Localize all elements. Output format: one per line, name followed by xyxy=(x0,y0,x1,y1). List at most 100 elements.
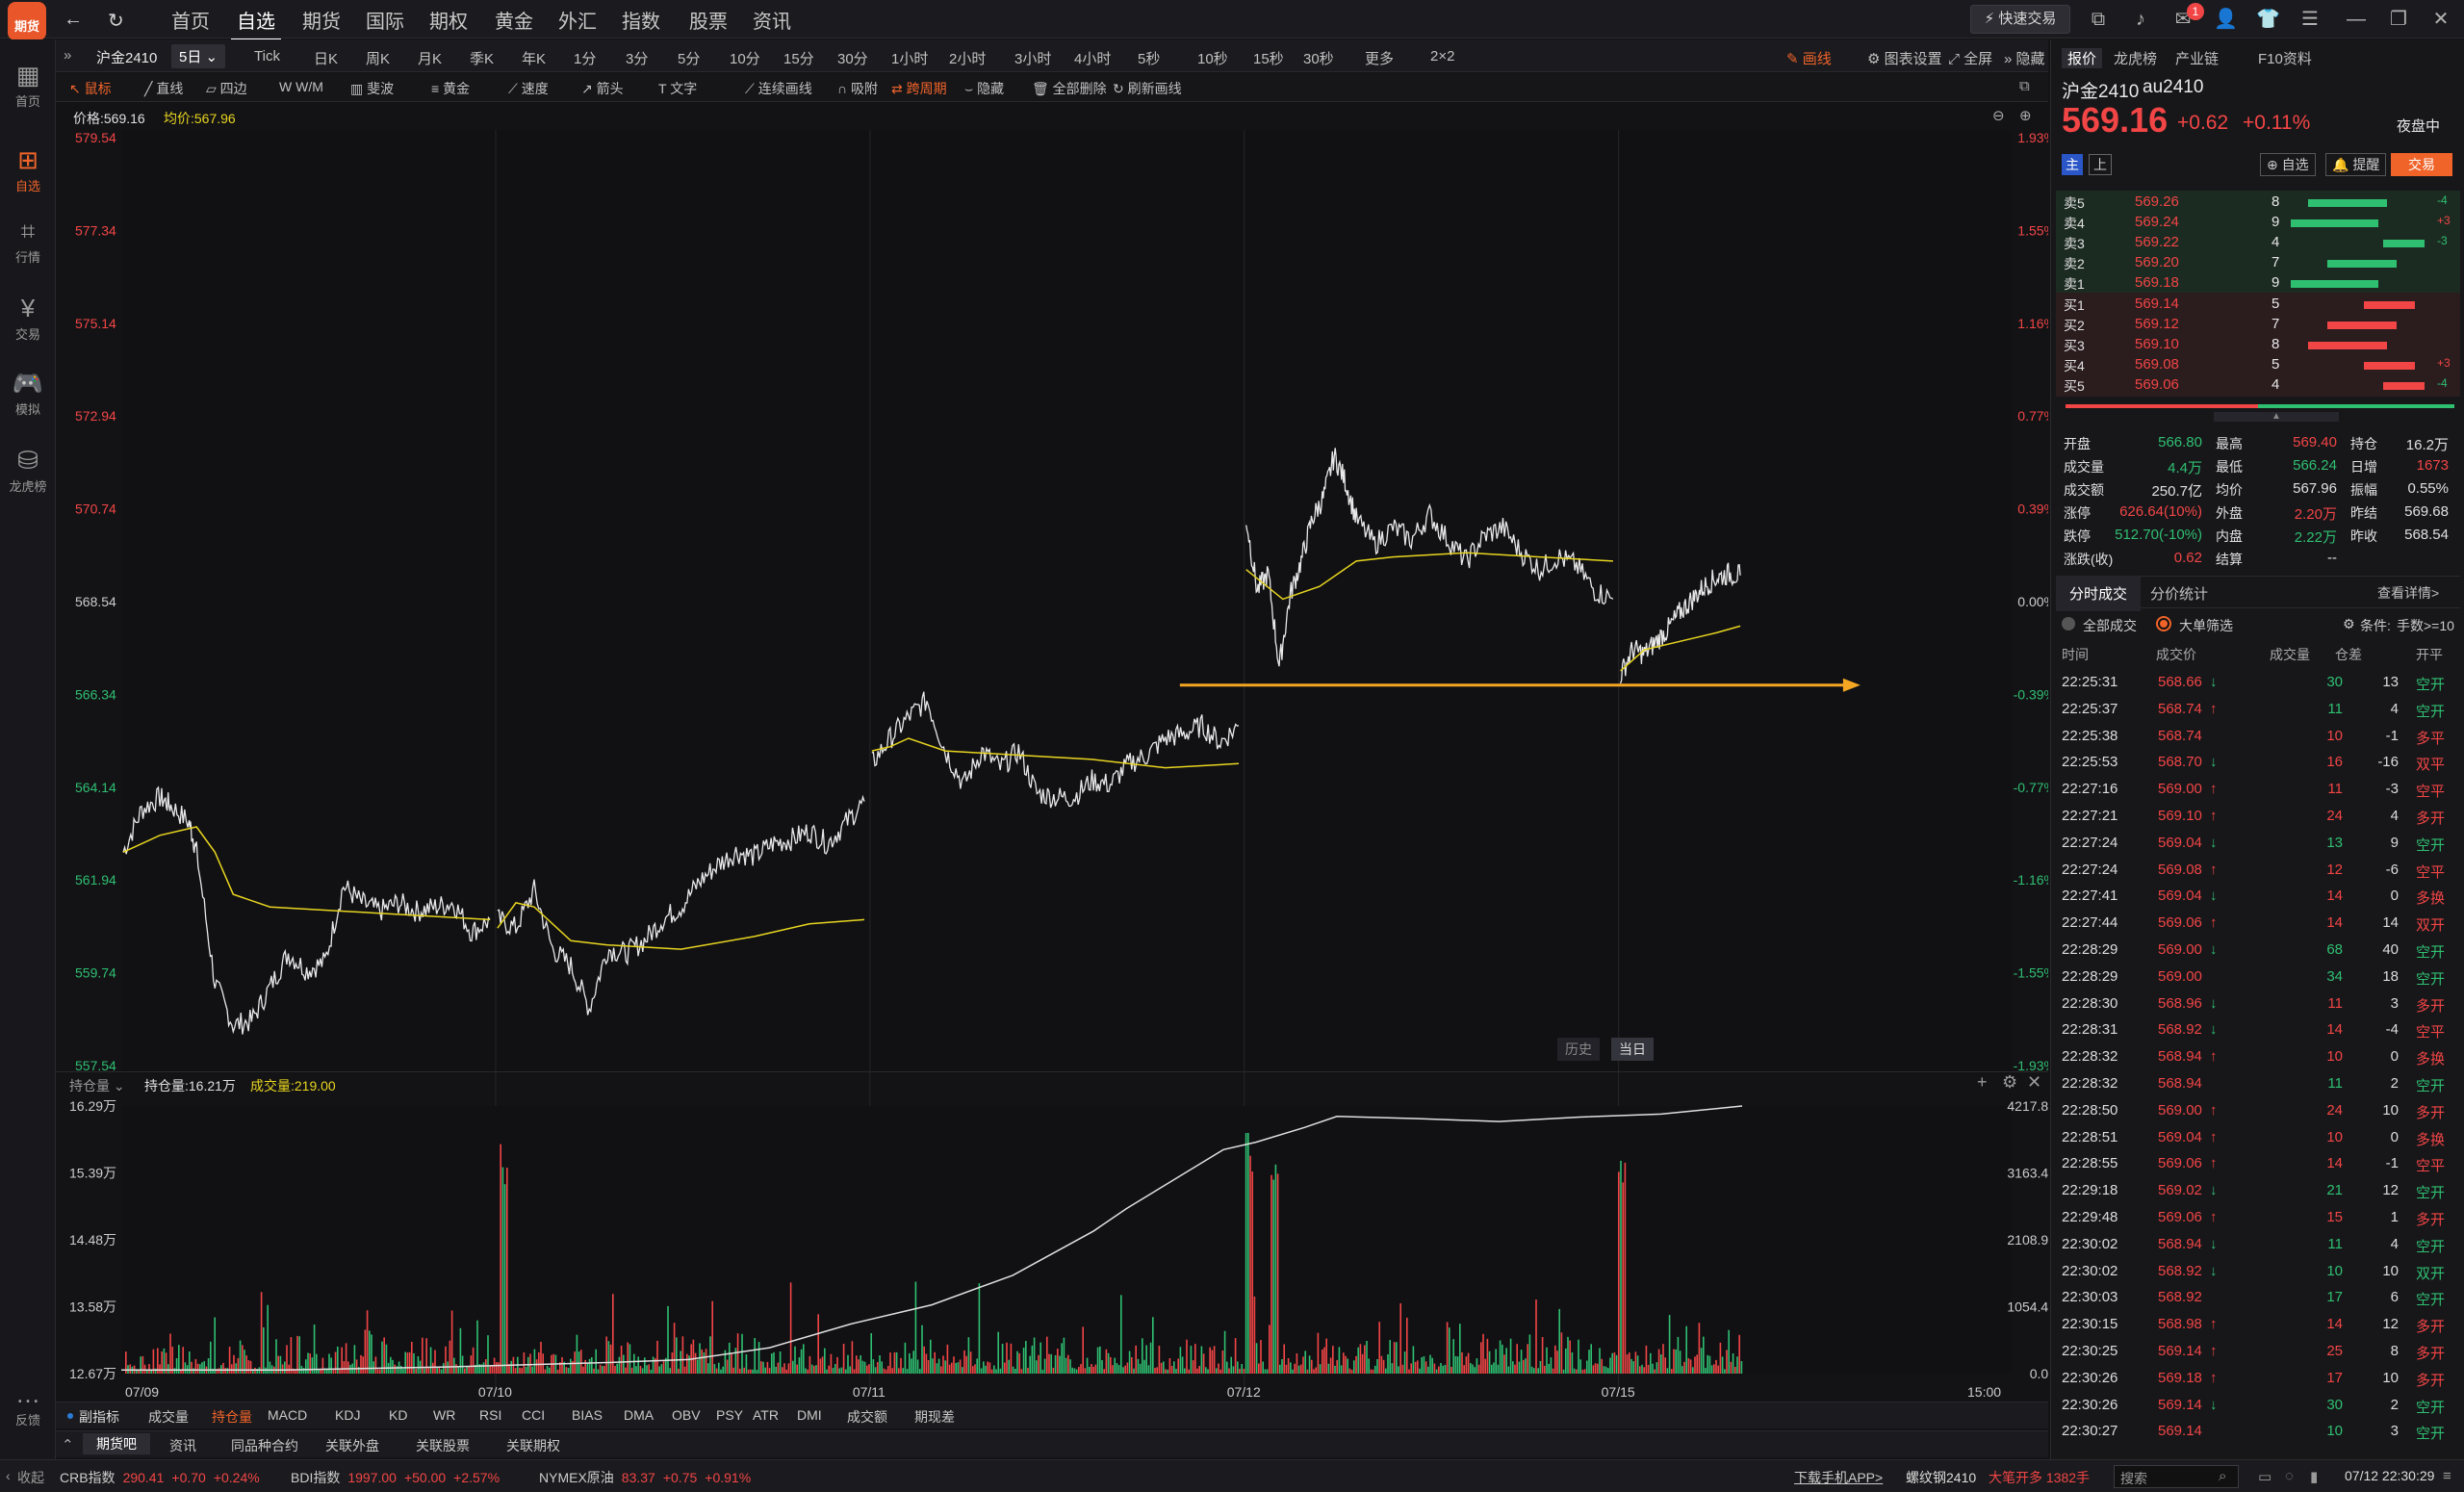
chat-icon[interactable]: ◌ xyxy=(2285,1468,2294,1484)
chart-svg[interactable]: 579.54 1.93% 577.34 1.55% 575.14 1.16% 572.94 0… xyxy=(56,103,2048,1402)
period-10[interactable]: 15分 xyxy=(783,51,814,67)
quote-tab-3[interactable]: F10资料 xyxy=(2258,51,2312,67)
quote-tab-2[interactable]: 产业链 xyxy=(2175,51,2220,67)
layout-icon[interactable]: ⧉ xyxy=(2019,78,2030,94)
quote-tab-0[interactable]: 报价 xyxy=(2062,48,2103,68)
period-6[interactable]: 1分 xyxy=(574,51,597,67)
draw-tool-5[interactable]: ≡ 黄金 xyxy=(431,79,470,98)
period-13[interactable]: 2小时 xyxy=(949,51,987,67)
nav-item-7[interactable]: 指数 xyxy=(622,12,660,33)
period-16[interactable]: 5秒 xyxy=(1138,51,1161,67)
ticker-2[interactable]: NYMEX原油 83.37 +0.75 +0.91% xyxy=(539,1468,751,1487)
period-active[interactable]: 5日 ⌄ xyxy=(171,44,226,68)
period-20[interactable]: 更多 xyxy=(1365,51,1395,67)
period-7[interactable]: 3分 xyxy=(626,51,649,67)
ask-row[interactable]: 卖1 569.18 9 xyxy=(2056,273,2460,294)
draw-tool-0[interactable]: ↖ 鼠标 xyxy=(69,79,112,98)
zoom-in-icon[interactable]: ⊕ xyxy=(2019,108,2032,124)
draw-tool-11[interactable]: ⇄ 跨周期 xyxy=(891,79,947,98)
ticker-1[interactable]: BDI指数 1997.00 +50.00 +2.57% xyxy=(291,1468,500,1487)
toolbar-right-0[interactable]: ✎ 画线 xyxy=(1786,48,1832,68)
period-11[interactable]: 30分 xyxy=(837,51,868,67)
sidebar-item-6[interactable]: … 反馈 xyxy=(0,1377,56,1428)
indicator-tab-13[interactable]: DMI xyxy=(797,1407,822,1423)
ask-row[interactable]: 卖5 569.26 8 -4 xyxy=(2056,193,2460,213)
indicator-tab-11[interactable]: PSY xyxy=(716,1407,744,1423)
indicator-tab-9[interactable]: DMA xyxy=(624,1407,654,1423)
period-4[interactable]: 季K xyxy=(470,51,495,67)
period-8[interactable]: 5分 xyxy=(678,51,701,67)
nav-item-3[interactable]: 国际 xyxy=(366,12,404,33)
ask-row[interactable]: 卖2 569.20 7 xyxy=(2056,253,2460,273)
close-icon[interactable]: ✕ xyxy=(2432,9,2450,30)
indicator-tab-0[interactable]: 成交量 xyxy=(148,1409,189,1425)
indicator-tab-8[interactable]: BIAS xyxy=(572,1407,603,1423)
info-tab-2[interactable]: 同品种合约 xyxy=(231,1438,298,1453)
draw-tool-1[interactable]: ╱ 直线 xyxy=(144,79,183,98)
nav-item-8[interactable]: 股票 xyxy=(689,12,728,33)
draw-tool-13[interactable]: 🗑 全部删除 xyxy=(1032,79,1107,98)
toolbar-right-3[interactable]: » 隐藏 xyxy=(2004,48,2045,68)
draw-tool-14[interactable]: ↻ 刷新画线 xyxy=(1113,79,1182,98)
info-tab-5[interactable]: 关联期权 xyxy=(506,1438,560,1453)
info-tab-0[interactable]: 期货吧 xyxy=(83,1433,150,1454)
period-19[interactable]: 30秒 xyxy=(1303,51,1334,67)
indicator-tab-4[interactable]: KD xyxy=(389,1407,408,1423)
info-tab-3[interactable]: 关联外盘 xyxy=(325,1438,379,1453)
nav-item-6[interactable]: 外汇 xyxy=(558,12,597,33)
double-chevron-icon[interactable]: » xyxy=(64,47,72,64)
view-detail-link[interactable]: 查看详情> xyxy=(2377,585,2440,601)
bid-row[interactable]: 买1 569.14 5 xyxy=(2056,295,2460,315)
indicator-tab-12[interactable]: ATR xyxy=(753,1407,779,1423)
period-9[interactable]: 10分 xyxy=(730,51,760,67)
trade-tab-1[interactable]: 分价统计 xyxy=(2150,586,2209,603)
close-indicator-icon[interactable]: ✕ xyxy=(2027,1072,2042,1092)
nav-item-5[interactable]: 黄金 xyxy=(495,12,533,33)
watchlist-button[interactable]: ⊕ 自选 xyxy=(2260,153,2316,176)
draw-tool-9[interactable]: ⟋ 连续画线 xyxy=(745,79,812,98)
indicator-tab-2[interactable]: MACD xyxy=(268,1407,308,1423)
draw-tool-7[interactable]: ↗ 箭头 xyxy=(581,79,624,98)
history-button[interactable]: 历史 xyxy=(1557,1038,1600,1061)
nav-item-1[interactable]: 自选 xyxy=(231,6,281,41)
bid-row[interactable]: 买2 569.12 7 xyxy=(2056,315,2460,335)
period-12[interactable]: 1小时 xyxy=(891,51,929,67)
draw-tool-6[interactable]: ⟋ 速度 xyxy=(508,79,549,98)
collapse-up-icon[interactable]: ⌃ xyxy=(62,1437,74,1453)
info-tab-1[interactable]: 资讯 xyxy=(169,1438,196,1453)
user-icon[interactable]: 👤 xyxy=(2214,9,2238,30)
quote-tab-1[interactable]: 龙虎榜 xyxy=(2114,51,2158,67)
collapse-statusbar[interactable]: ‹ xyxy=(6,1468,11,1483)
collapse-handle[interactable]: ▲ xyxy=(2214,412,2339,422)
refresh-icon[interactable]: ↻ xyxy=(108,11,124,32)
quick-trade-button[interactable]: ⚡ 快速交易 xyxy=(1970,5,2070,34)
period-17[interactable]: 10秒 xyxy=(1197,51,1228,67)
draw-tool-2[interactable]: ▱ 四边 xyxy=(206,79,247,98)
ask-row[interactable]: 卖4 569.24 9 +3 xyxy=(2056,213,2460,233)
back-icon[interactable]: ← xyxy=(64,9,83,30)
indicator-tab-7[interactable]: CCI xyxy=(522,1407,546,1423)
shirt-icon[interactable]: 👕 xyxy=(2256,9,2280,30)
period-21[interactable]: 2×2 xyxy=(1430,48,1455,64)
ask-row[interactable]: 卖3 569.22 4 -3 xyxy=(2056,233,2460,253)
sidebar-item-5[interactable]: ⛁ 龙虎榜 xyxy=(0,444,56,495)
indicator-tab-15[interactable]: 期现差 xyxy=(914,1409,955,1425)
search-icon[interactable]: ⌕ xyxy=(2219,1468,2227,1484)
nav-item-2[interactable]: 期货 xyxy=(302,12,341,33)
draw-tool-3[interactable]: W W/M xyxy=(279,79,323,94)
filter-icon[interactable]: ⚙ xyxy=(2343,616,2355,631)
sidebar-item-1[interactable]: ⊞ 自选 xyxy=(0,143,56,194)
indicator-tab-1[interactable]: 持仓量 xyxy=(212,1409,252,1425)
download-app-link[interactable]: 下载手机APP> xyxy=(1794,1470,1884,1485)
add-indicator-icon[interactable]: + xyxy=(1977,1072,1988,1092)
minimize-icon[interactable]: — xyxy=(2347,9,2366,30)
today-button[interactable]: 当日 xyxy=(1611,1038,1654,1061)
search-box[interactable]: 搜索 ⌕ xyxy=(2114,1465,2239,1488)
chart-area[interactable]: 价格:569.16 均价:567.96 ⊖ ⊕ xyxy=(56,103,2048,1402)
nav-item-0[interactable]: 首页 xyxy=(171,12,210,33)
trade-button[interactable]: 交易 xyxy=(2391,153,2452,176)
app-logo[interactable]: 期货 xyxy=(8,2,46,40)
sidebar-item-3[interactable]: ¥ 交易 xyxy=(0,292,56,343)
toolbar-right-1[interactable]: ⚙ 图表设置 xyxy=(1867,48,1942,68)
indicator-tab-6[interactable]: RSI xyxy=(479,1407,502,1423)
